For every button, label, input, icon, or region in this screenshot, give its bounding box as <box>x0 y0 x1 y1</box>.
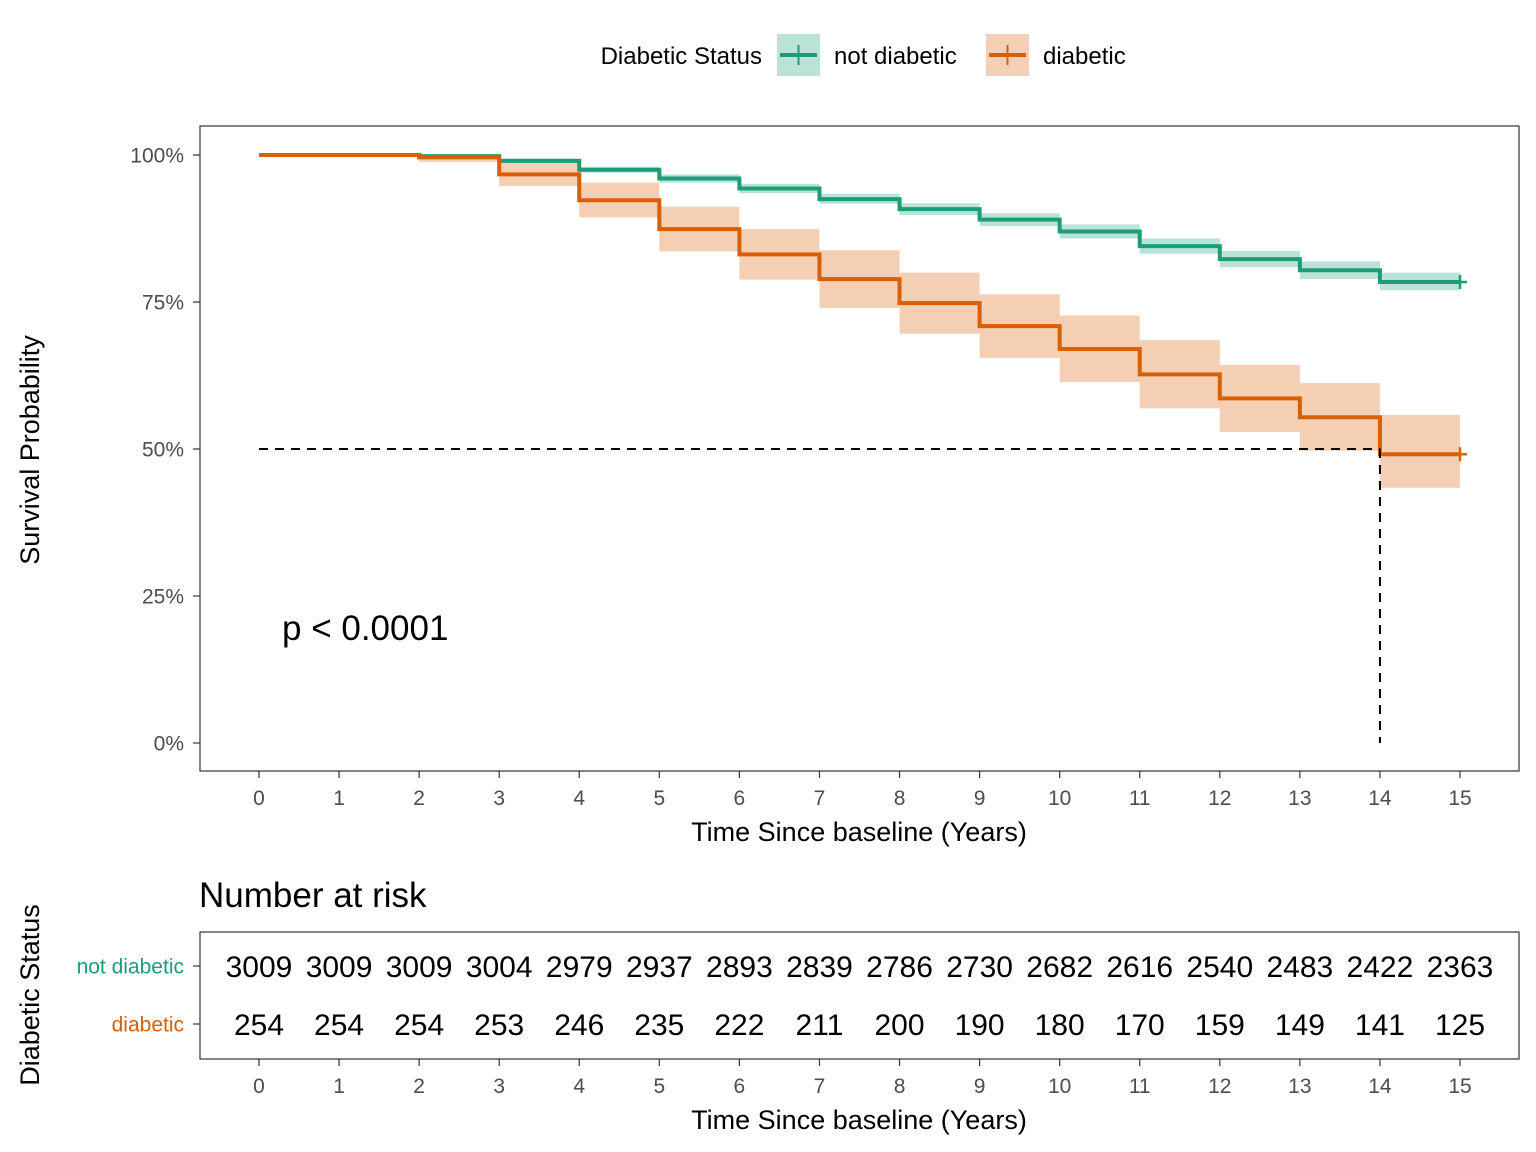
x-tick-label: 11 <box>1129 1075 1151 1098</box>
risk-table-y-axis-title: Diabetic Status <box>15 904 45 1086</box>
legend-label-not-diabetic: not diabetic <box>834 43 957 70</box>
x-tick-label: 2 <box>413 787 425 810</box>
p-value-annotation: p < 0.0001 <box>282 609 448 648</box>
x-tick-label: 11 <box>1129 787 1151 810</box>
x-tick-label: 6 <box>734 1075 746 1098</box>
x-tick-label: 6 <box>734 787 746 810</box>
confidence-bands <box>259 155 1460 488</box>
risk-count-diabetic: 180 <box>1035 1009 1085 1042</box>
y-axis: 0% 25% 50% 75% 100% <box>130 145 200 756</box>
risk-count-diabetic: 222 <box>714 1009 764 1042</box>
x-tick-label: 1 <box>333 787 345 810</box>
risk-count-diabetic: 254 <box>234 1009 284 1042</box>
y-tick-label: 25% <box>142 586 184 609</box>
y-tick-label: 50% <box>142 439 184 462</box>
risk-count-diabetic: 246 <box>554 1009 604 1042</box>
x-tick-label: 12 <box>1208 787 1231 810</box>
risk-count-diabetic: 211 <box>796 1009 844 1042</box>
risk-count-not-diabetic: 2979 <box>546 951 613 984</box>
risk-count-not-diabetic: 2483 <box>1266 951 1333 984</box>
risk-count-not-diabetic: 3009 <box>386 951 453 984</box>
risk-count-diabetic: 125 <box>1435 1009 1485 1042</box>
risk-count-not-diabetic: 2786 <box>866 951 933 984</box>
risk-count-diabetic: 159 <box>1195 1009 1245 1042</box>
survival-curve-diabetic <box>259 153 1460 457</box>
x-tick-label: 13 <box>1288 1075 1311 1098</box>
y-tick-label: 0% <box>154 733 184 756</box>
x-tick-label: 4 <box>573 1075 585 1098</box>
x-tick-label: 1 <box>333 1075 345 1098</box>
median-lines <box>259 448 1381 743</box>
risk-count-diabetic: 200 <box>875 1009 925 1042</box>
x-tick-label: 7 <box>814 787 826 810</box>
risk-count-diabetic: 253 <box>474 1009 524 1042</box>
ci-band-diabetic <box>259 155 1460 488</box>
legend-title: Diabetic Status <box>601 43 762 70</box>
risk-count-not-diabetic: 2893 <box>706 951 773 984</box>
risk-count-not-diabetic: 2363 <box>1427 951 1494 984</box>
risk-count-not-diabetic: 3004 <box>466 951 533 984</box>
x-tick-label: 7 <box>814 1075 826 1098</box>
risk-count-not-diabetic: 2682 <box>1026 951 1093 984</box>
x-tick-label: 8 <box>894 787 906 810</box>
risk-count-not-diabetic: 3009 <box>226 951 293 984</box>
x-tick-label: 10 <box>1048 787 1071 810</box>
x-axis: 0 1 2 3 4 5 6 7 8 9 10 11 12 13 14 15 <box>253 771 1472 810</box>
x-tick-label: 0 <box>253 787 265 810</box>
x-tick-label: 12 <box>1208 1075 1231 1098</box>
risk-count-not-diabetic: 2730 <box>946 951 1013 984</box>
y-tick-label: 75% <box>142 292 184 315</box>
x-tick-label: 15 <box>1448 1075 1471 1098</box>
x-tick-label: 9 <box>974 787 986 810</box>
risk-table-title: Number at risk <box>199 876 427 915</box>
x-tick-label: 13 <box>1288 787 1311 810</box>
risk-table-rows: not diabetic 3009 3009 3009 3004 2979 2937 2893… <box>77 951 1494 1042</box>
x-tick-label: 15 <box>1448 787 1471 810</box>
x-tick-label: 3 <box>493 787 505 810</box>
risk-table-x-axis: 0 1 2 3 4 5 6 7 8 9 10 11 12 13 14 15 <box>253 1059 1472 1098</box>
risk-table-border <box>199 931 1520 1060</box>
y-tick-label: 100% <box>130 145 184 168</box>
risk-count-diabetic: 235 <box>634 1009 684 1042</box>
x-axis-title: Time Since baseline (Years) <box>691 817 1027 847</box>
ci-band-not-diabetic <box>259 155 1460 291</box>
risk-count-diabetic: 254 <box>314 1009 364 1042</box>
risk-count-not-diabetic: 2937 <box>626 951 693 984</box>
x-tick-label: 10 <box>1048 1075 1071 1098</box>
risk-row-label-not-diabetic: not diabetic <box>77 956 184 979</box>
x-tick-label: 9 <box>974 1075 986 1098</box>
x-tick-label: 2 <box>413 1075 425 1098</box>
risk-count-diabetic: 254 <box>394 1009 444 1042</box>
risk-count-not-diabetic: 2540 <box>1186 951 1253 984</box>
legend-entry-not-diabetic: not diabetic <box>777 34 957 76</box>
risk-count-diabetic: 170 <box>1115 1009 1165 1042</box>
x-tick-label: 5 <box>653 1075 665 1098</box>
risk-count-not-diabetic: 3009 <box>306 951 373 984</box>
legend-label-diabetic: diabetic <box>1043 43 1126 70</box>
x-tick-label: 5 <box>653 787 665 810</box>
x-tick-label: 8 <box>894 1075 906 1098</box>
x-tick-label: 0 <box>253 1075 265 1098</box>
risk-table: Number at risk not diabetic 3009 3009 3009 3… <box>15 876 1520 1135</box>
risk-count-not-diabetic: 2839 <box>786 951 853 984</box>
legend-entry-diabetic: diabetic <box>986 34 1126 76</box>
legend: Diabetic Status not diabetic diabetic <box>601 34 1126 76</box>
y-axis-title: Survival Probability <box>15 335 45 565</box>
risk-count-diabetic: 190 <box>955 1009 1005 1042</box>
x-tick-label: 14 <box>1368 1075 1392 1098</box>
risk-count-diabetic: 149 <box>1275 1009 1325 1042</box>
x-tick-label: 14 <box>1368 787 1392 810</box>
risk-count-diabetic: 141 <box>1355 1009 1405 1042</box>
risk-table-x-axis-title: Time Since baseline (Years) <box>691 1105 1027 1135</box>
risk-row-label-diabetic: diabetic <box>112 1014 184 1037</box>
censor-marks <box>1453 275 1467 462</box>
x-tick-label: 3 <box>493 1075 505 1098</box>
main-plot: 0%25%50%75%100% 0 1 2 3 4 5 6 7 8 9 10 11 12 13 14 15 p… <box>15 125 1520 847</box>
survival-curves <box>259 153 1460 457</box>
risk-count-not-diabetic: 2422 <box>1347 951 1414 984</box>
risk-count-not-diabetic: 2616 <box>1106 951 1173 984</box>
x-tick-label: 4 <box>573 787 585 810</box>
